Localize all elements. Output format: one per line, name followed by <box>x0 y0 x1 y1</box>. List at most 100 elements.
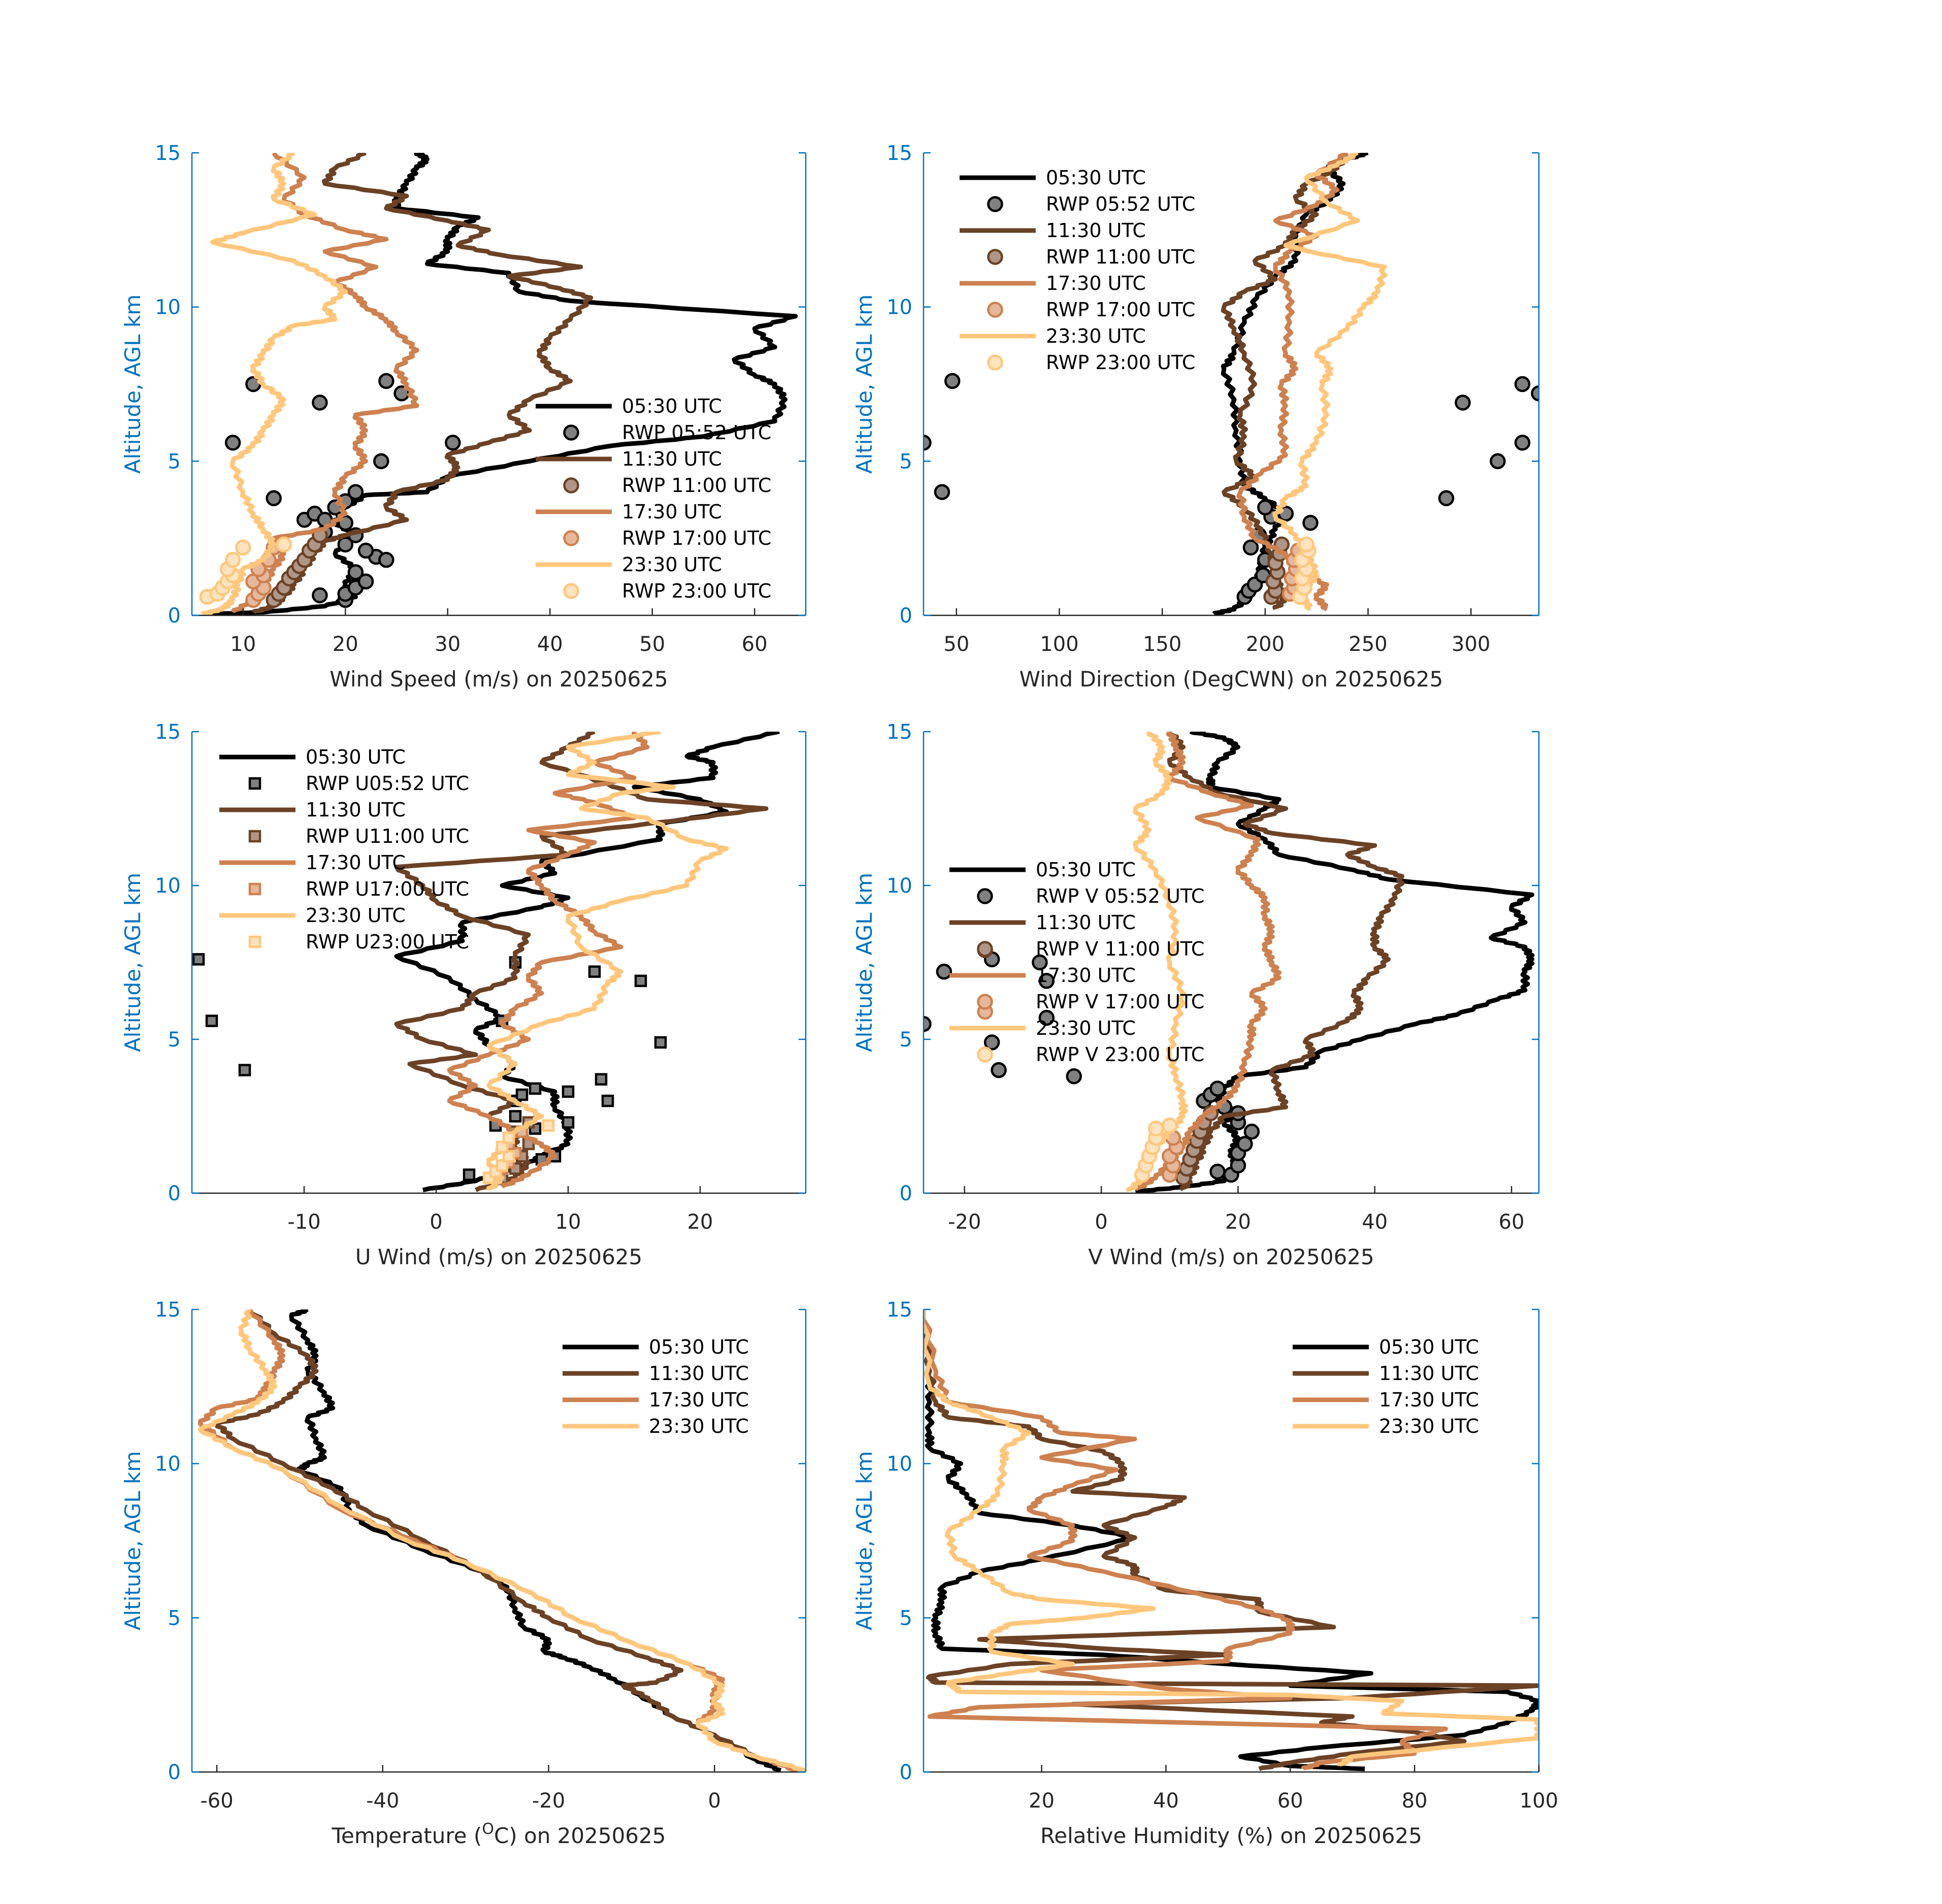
legend-label: 11:30 UTC <box>306 799 406 821</box>
legend-label: 17:30 UTC <box>1046 272 1146 294</box>
legend-label: 23:30 UTC <box>1036 1017 1136 1039</box>
legend-label: RWP U11:00 UTC <box>306 825 469 847</box>
data-point <box>378 551 394 568</box>
legend-item: RWP 11:00 UTC <box>563 474 771 497</box>
legend-label: 05:30 UTC <box>306 746 406 768</box>
data-point <box>502 1131 515 1144</box>
legend-marker <box>977 994 993 1010</box>
legend-label: 05:30 UTC <box>649 1336 749 1358</box>
legend-marker <box>977 941 993 957</box>
legend-item: 11:30 UTC <box>563 1362 749 1385</box>
x-axis-label: Wind Direction (DegCWN) on 20250625 <box>1019 667 1443 692</box>
legend-item: RWP 23:00 UTC <box>987 351 1195 374</box>
data-point <box>463 1168 476 1181</box>
legend-marker <box>977 1046 993 1063</box>
x-tick-label: 60 <box>1277 1789 1303 1813</box>
y-tick-label: 15 <box>886 142 912 165</box>
series-line-23-30-utc <box>1126 732 1189 1192</box>
y-tick-label: 5 <box>168 1028 181 1052</box>
data-point <box>357 542 374 559</box>
data-point <box>238 1064 251 1076</box>
data-point <box>529 1082 542 1095</box>
legend-label: RWP U17:00 UTC <box>306 878 469 900</box>
legend-label: RWP V 11:00 UTC <box>1036 938 1204 960</box>
legend-label: 17:30 UTC <box>306 851 406 874</box>
x-tick-label: 40 <box>1153 1789 1179 1813</box>
y-tick-label: 10 <box>155 1453 181 1476</box>
legend-label: RWP 23:00 UTC <box>622 580 771 602</box>
legend-item: RWP U05:52 UTC <box>248 772 469 795</box>
data-point <box>496 1159 509 1172</box>
data-point <box>224 435 241 451</box>
legend-label: 11:30 UTC <box>1036 911 1136 934</box>
legend-item: RWP U23:00 UTC <box>248 931 469 953</box>
x-axis-label: Wind Speed (m/s) on 20250625 <box>330 667 668 692</box>
data-point <box>1490 453 1506 470</box>
x-tick-label: 0 <box>430 1210 442 1234</box>
legend-label: 11:30 UTC <box>622 448 722 470</box>
legend-item: 05:30 UTC <box>1293 1336 1479 1358</box>
legend-marker <box>977 888 993 904</box>
data-point <box>1302 515 1319 531</box>
legend-item: 17:30 UTC <box>536 501 722 523</box>
legend-marker <box>248 777 261 790</box>
plot-area <box>199 153 798 615</box>
panel-wind-direction: 0 5 10 15 50 100 150 200 250 300 Wind Direction (D… <box>852 142 1540 692</box>
data-point <box>1438 490 1455 506</box>
data-point <box>357 573 374 589</box>
data-point <box>1162 1117 1178 1134</box>
legend: 05:30 UTC 11:30 UTC 17:30 UTC 23:30 UTC <box>563 1336 749 1437</box>
legend-item: RWP V 11:00 UTC <box>977 938 1204 960</box>
x-tick-label: 50 <box>639 633 665 656</box>
x-tick-label: 40 <box>537 633 563 656</box>
series-line-23-30-utc <box>486 732 729 1191</box>
legend-item: 05:30 UTC <box>949 859 1136 881</box>
data-point <box>1038 1009 1055 1026</box>
x-tick-label: 10 <box>555 1210 581 1234</box>
y-axis-label: Altitude, AGL km <box>120 294 145 474</box>
data-point <box>312 587 328 604</box>
series-markers-rwp-v-23-00-utc <box>1134 1117 1178 1183</box>
data-point <box>378 373 394 389</box>
legend: 05:30 UTC RWP V 05:52 UTC 11:30 UTC RWP V 1… <box>949 859 1204 1066</box>
data-point <box>1243 1124 1260 1140</box>
data-point <box>1209 1080 1226 1097</box>
y-axis-label: Altitude, AGL km <box>120 873 145 1052</box>
series-line-05-30-utc <box>924 1309 1539 1771</box>
plot-area <box>924 153 1539 615</box>
y-tick-label: 0 <box>900 1182 912 1205</box>
x-tick-label: 100 <box>1520 1789 1558 1813</box>
legend-label: 23:30 UTC <box>622 553 722 576</box>
legend-label: 23:30 UTC <box>649 1415 749 1437</box>
data-point <box>224 551 241 568</box>
x-tick-label: 80 <box>1402 1789 1428 1813</box>
y-axis-label: Altitude, AGL km <box>852 294 877 474</box>
legend-item: RWP V 23:00 UTC <box>977 1043 1204 1066</box>
legend-item: 05:30 UTC <box>563 1336 749 1358</box>
y-tick-label: 5 <box>900 1028 912 1052</box>
data-point <box>562 1085 575 1098</box>
legend-item: 23:30 UTC <box>960 325 1146 347</box>
legend-marker <box>987 302 1003 318</box>
x-tick-label: 200 <box>1246 633 1285 656</box>
data-point <box>337 536 353 553</box>
legend-label: 05:30 UTC <box>622 395 722 417</box>
legend-marker <box>563 530 579 546</box>
legend-marker <box>987 196 1003 212</box>
y-tick-label: 10 <box>155 296 181 319</box>
data-point <box>542 1119 555 1132</box>
series-line-17-30-utc <box>447 732 650 1189</box>
legend-item: RWP U17:00 UTC <box>248 878 469 900</box>
legend-item: 11:30 UTC <box>960 219 1146 242</box>
y-tick-label: 10 <box>886 1453 912 1476</box>
x-tick-label: -20 <box>532 1789 565 1813</box>
x-tick-label: 0 <box>708 1789 721 1813</box>
series-markers-rwp-v-05-52-utc <box>924 951 1260 1183</box>
data-point <box>276 536 292 553</box>
plot-area <box>198 1309 806 1772</box>
data-point <box>347 484 364 500</box>
x-tick-label: 30 <box>435 633 460 656</box>
legend-item: RWP U11:00 UTC <box>248 825 469 847</box>
